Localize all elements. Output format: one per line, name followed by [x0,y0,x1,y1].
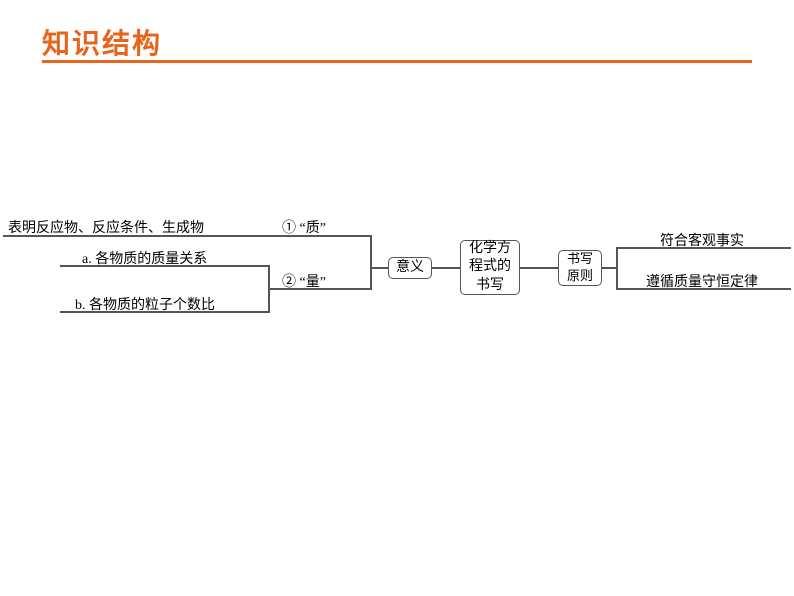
principle-node: 书写 原则 [558,250,602,286]
zhi-label: ① “质” [282,217,326,237]
conn-principle-bracket-v [616,247,618,289]
concept-diagram: 化学方 程式的 书写 意义 ① “质” 表明反应物、反应条件、生成物 ② “量”… [0,215,794,335]
conn-liang-bracket-v [268,265,270,313]
liang-label: ② “量” [282,271,326,291]
page-title: 知识结构 [42,22,162,62]
conn-center-principle [520,267,558,269]
zhi-leaf: 表明反应物、反应条件、生成物 [8,217,204,237]
conn-meaning-stub [370,267,388,269]
conn-principle-stub [602,267,616,269]
conn-meaning-bracket-v [370,235,372,290]
meaning-node: 意义 [388,257,432,279]
conn-center-meaning [432,267,460,269]
zhi-underline [3,235,268,237]
title-underline [42,60,752,63]
liang-a-leaf: a. 各物质的质量关系 [82,248,207,268]
center-node: 化学方 程式的 书写 [460,240,520,295]
principle-leaf-2: 遵循质量守恒定律 [646,271,758,291]
liang-b-leaf: b. 各物质的粒子个数比 [75,294,215,314]
principle-leaf-1: 符合客观事实 [660,230,744,250]
